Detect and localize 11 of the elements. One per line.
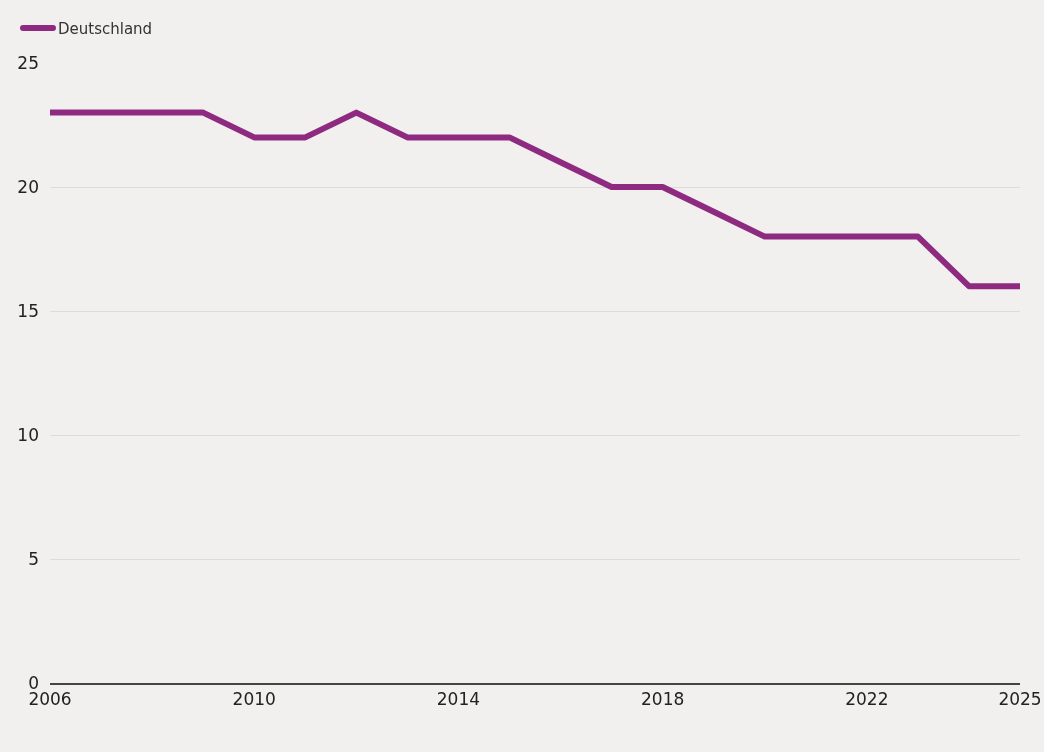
x-tick-label: 2022 — [845, 688, 889, 709]
x-tick-label: 2014 — [436, 688, 481, 709]
y-tick-label: 15 — [17, 300, 39, 321]
y-tick-label: 5 — [28, 548, 39, 569]
y-tick-label: 10 — [17, 424, 39, 445]
y-tick-label: 20 — [17, 176, 39, 197]
x-tick-label: 2010 — [232, 688, 276, 709]
x-tick-label: 2025 — [998, 688, 1042, 709]
x-tick-label: 2018 — [641, 688, 685, 709]
legend-label: Deutschland — [57, 19, 153, 38]
y-tick-label: 25 — [17, 52, 39, 73]
